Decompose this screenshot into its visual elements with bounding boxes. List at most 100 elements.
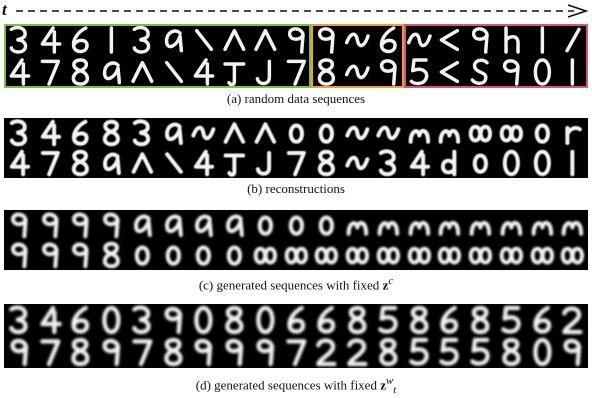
digit-cell bbox=[434, 56, 465, 88]
panel-c-caption: (c) generated sequences with fixed zc bbox=[0, 274, 592, 292]
digit-cell bbox=[158, 240, 189, 270]
digit-glyph bbox=[563, 338, 582, 367]
digit-cell bbox=[434, 148, 465, 178]
digit-glyph bbox=[288, 215, 304, 236]
digit-cell bbox=[434, 118, 465, 148]
digit-cell bbox=[127, 210, 158, 240]
digit-cell bbox=[250, 304, 281, 336]
digit-cell bbox=[281, 336, 312, 368]
panel-a-caption: (a) random data sequences bbox=[226, 91, 366, 106]
digit-cell bbox=[404, 304, 435, 336]
digit-cell bbox=[311, 148, 342, 178]
digit-cell bbox=[434, 304, 465, 336]
digit-glyph bbox=[438, 246, 462, 265]
digit-cell bbox=[496, 336, 527, 368]
digit-glyph bbox=[345, 246, 370, 265]
digit-cell bbox=[373, 304, 404, 336]
digit-cell bbox=[311, 118, 342, 148]
digit-glyph bbox=[345, 32, 370, 48]
digit-glyph bbox=[348, 305, 367, 335]
digit-glyph bbox=[102, 338, 121, 367]
digit-cell bbox=[127, 118, 158, 148]
digit-cell bbox=[342, 118, 373, 148]
digit-glyph bbox=[165, 245, 181, 266]
digit-cell bbox=[342, 56, 373, 88]
digit-cell bbox=[527, 56, 558, 88]
digit-glyph bbox=[72, 212, 90, 239]
digit-glyph bbox=[194, 149, 215, 177]
digit-cell bbox=[557, 148, 588, 178]
digit-cell bbox=[35, 210, 66, 240]
digit-cell bbox=[496, 304, 527, 336]
digit-glyph bbox=[472, 153, 489, 174]
panel-d-caption: (d) generated sequences with fixed zwt bbox=[0, 374, 592, 397]
digit-cell bbox=[188, 210, 219, 240]
digit-cell bbox=[557, 304, 588, 336]
digit-cell bbox=[158, 304, 189, 336]
digit-cell bbox=[465, 304, 496, 336]
digit-cell bbox=[96, 118, 127, 148]
digit-glyph bbox=[562, 306, 583, 335]
digit-glyph bbox=[561, 220, 584, 236]
digit-cell bbox=[434, 240, 465, 270]
digit-glyph bbox=[103, 152, 122, 175]
digit-cell bbox=[127, 336, 158, 368]
digit-cell bbox=[35, 148, 66, 178]
digit-cell bbox=[65, 56, 96, 88]
digit-cell bbox=[342, 336, 373, 368]
digit-glyph bbox=[71, 305, 90, 334]
digit-glyph bbox=[469, 220, 492, 236]
digit-glyph bbox=[195, 28, 214, 52]
digit-glyph bbox=[11, 242, 28, 269]
digit-cell bbox=[404, 118, 435, 148]
digit-glyph bbox=[103, 212, 120, 239]
digit-cell bbox=[465, 336, 496, 368]
time-axis: t bbox=[0, 0, 592, 22]
digit-cell bbox=[96, 24, 127, 56]
digit-glyph bbox=[163, 337, 183, 367]
digit-cell bbox=[158, 210, 189, 240]
digit-cell bbox=[127, 148, 158, 178]
digit-glyph bbox=[531, 220, 553, 236]
digit-glyph bbox=[287, 27, 305, 54]
digit-glyph bbox=[379, 59, 397, 86]
digit-cell bbox=[4, 210, 35, 240]
digit-cell bbox=[404, 148, 435, 178]
digit-cell bbox=[557, 24, 588, 56]
digit-cell bbox=[434, 210, 465, 240]
digit-glyph bbox=[226, 245, 243, 266]
digit-glyph bbox=[72, 26, 90, 54]
digit-glyph bbox=[103, 241, 121, 269]
digit-glyph bbox=[9, 25, 28, 54]
digit-glyph bbox=[72, 149, 90, 177]
digit-cell bbox=[4, 336, 35, 368]
digit-glyph bbox=[103, 61, 122, 85]
digit-glyph bbox=[472, 27, 489, 54]
digit-glyph bbox=[164, 214, 183, 237]
digit-glyph bbox=[502, 59, 520, 86]
digit-cell bbox=[35, 336, 66, 368]
digit-glyph bbox=[194, 305, 213, 335]
digit-glyph bbox=[164, 122, 183, 145]
digit-cell bbox=[65, 148, 96, 178]
digit-cell bbox=[158, 118, 189, 148]
digit-glyph bbox=[194, 338, 213, 367]
digit-cell bbox=[496, 240, 527, 270]
digit-cell bbox=[250, 336, 281, 368]
digit-glyph bbox=[223, 122, 246, 144]
digit-glyph bbox=[131, 60, 154, 84]
digit-cell bbox=[281, 240, 312, 270]
digit-glyph bbox=[39, 305, 62, 335]
digit-cell bbox=[65, 336, 96, 368]
digit-glyph bbox=[317, 305, 336, 334]
digit-cell bbox=[311, 336, 342, 368]
digit-cell bbox=[373, 240, 404, 270]
digit-cell bbox=[465, 118, 496, 148]
time-label: t bbox=[2, 0, 7, 19]
digit-glyph bbox=[379, 26, 397, 54]
digit-glyph bbox=[109, 26, 114, 54]
digit-glyph bbox=[319, 123, 335, 144]
digit-glyph bbox=[164, 29, 183, 53]
digit-glyph bbox=[500, 220, 522, 236]
digit-cell bbox=[250, 118, 281, 148]
